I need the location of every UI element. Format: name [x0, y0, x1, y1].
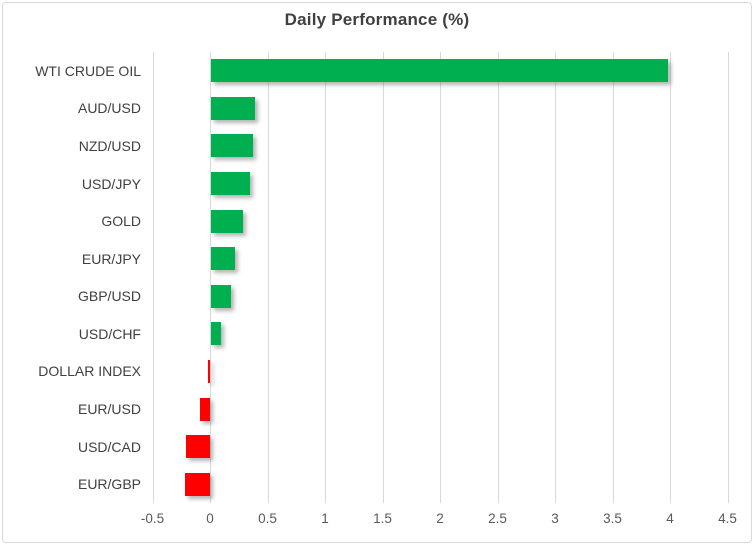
x-axis-tick-label: 4 — [666, 511, 674, 526]
category-label: EUR/USD — [77, 401, 141, 418]
x-axis-tick-label: 3.5 — [603, 511, 622, 526]
bar — [210, 209, 243, 233]
bar — [210, 96, 256, 120]
category-label: GBP/USD — [77, 288, 141, 305]
chart-title: Daily Performance (%) — [284, 10, 470, 29]
category-label: USD/CAD — [77, 438, 141, 455]
x-axis-tick-label: 1.5 — [373, 511, 392, 526]
category-label: NZD/USD — [78, 137, 141, 154]
x-axis-tick-label: 0.5 — [258, 511, 277, 526]
bar — [185, 435, 210, 459]
gridline — [210, 52, 211, 503]
bar — [184, 472, 210, 496]
x-axis-tick-label: 0 — [206, 511, 214, 526]
bar — [207, 359, 210, 383]
gridline — [152, 52, 154, 503]
bar — [210, 59, 669, 83]
bar — [210, 322, 221, 346]
gridline — [555, 52, 556, 503]
x-axis-tick-label: 4.5 — [718, 511, 737, 526]
gridline — [440, 52, 441, 503]
x-axis-tick-label: -0.5 — [140, 511, 165, 526]
bar — [210, 284, 232, 308]
bar — [210, 172, 250, 196]
gridline — [727, 52, 729, 503]
bar — [210, 134, 254, 158]
category-label: USD/JPY — [81, 175, 141, 192]
gridline — [612, 52, 614, 503]
x-axis-tick-label: 3 — [551, 511, 559, 526]
x-axis-tick-label: 2.5 — [488, 511, 507, 526]
gridline — [325, 52, 326, 503]
category-label: USD/CHF — [78, 325, 141, 342]
category-label: DOLLAR INDEX — [38, 363, 141, 380]
category-label: EUR/GBP — [77, 476, 141, 493]
x-axis-tick-label: 1 — [321, 511, 329, 526]
gridline — [497, 52, 499, 503]
gridline — [670, 52, 671, 503]
bar — [210, 247, 235, 271]
gridline — [267, 52, 269, 503]
category-label: WTI CRUDE OIL — [35, 62, 141, 79]
category-label: AUD/USD — [77, 100, 141, 117]
category-label: EUR/JPY — [81, 250, 141, 267]
bar — [199, 397, 210, 421]
gridline — [382, 52, 384, 503]
x-axis-tick-label: 2 — [436, 511, 444, 526]
category-label: GOLD — [101, 213, 141, 230]
